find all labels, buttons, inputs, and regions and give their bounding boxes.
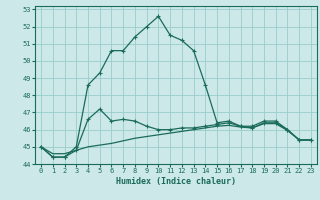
X-axis label: Humidex (Indice chaleur): Humidex (Indice chaleur) [116,177,236,186]
